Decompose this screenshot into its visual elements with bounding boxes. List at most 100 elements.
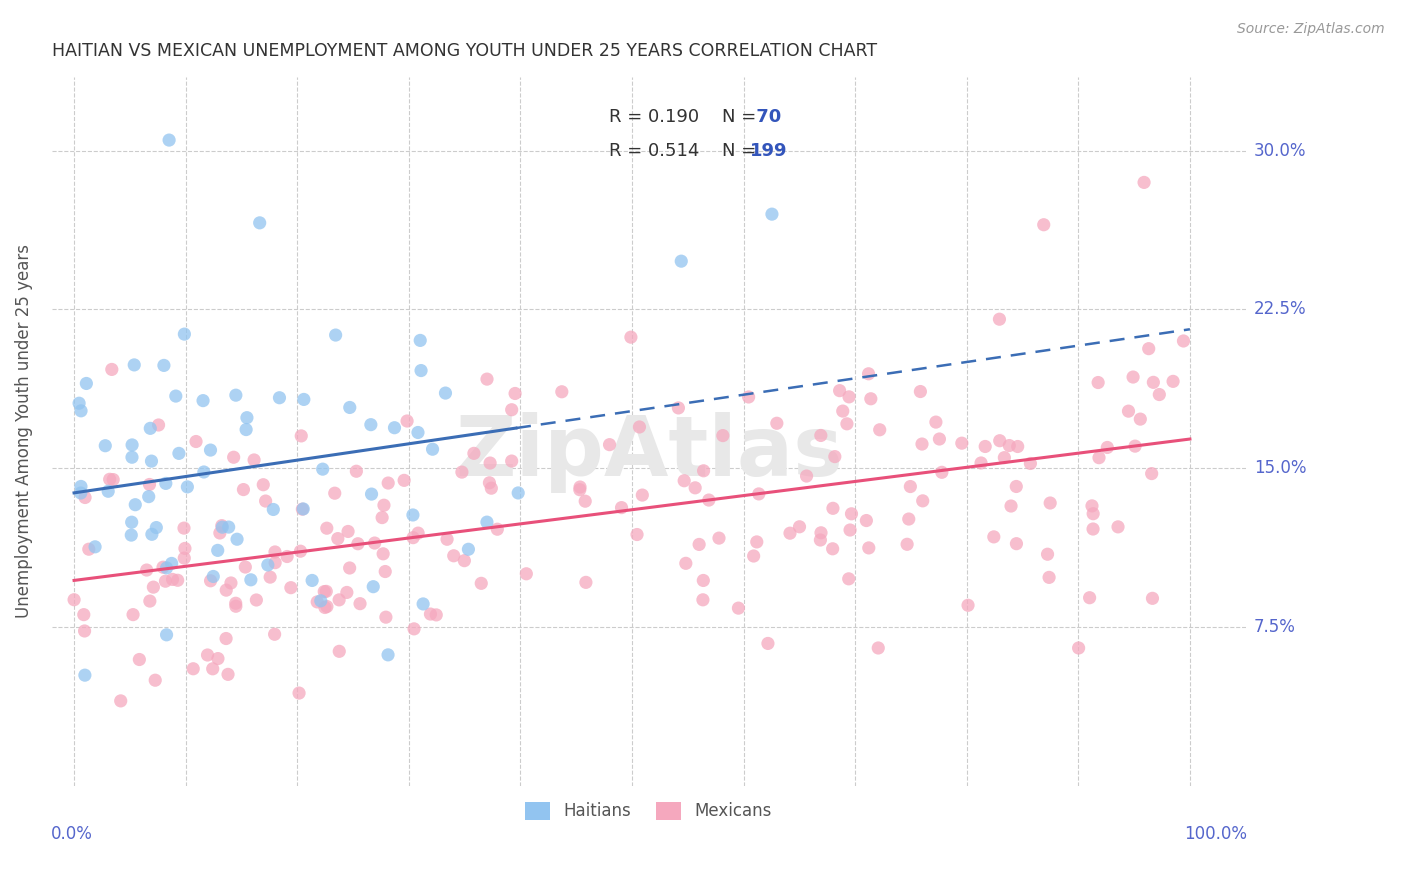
Mexicans bbox=[515, 566, 537, 581]
Mexicans bbox=[796, 469, 818, 483]
Mexicans bbox=[1161, 375, 1184, 389]
Mexicans bbox=[347, 537, 370, 551]
Mexicans bbox=[756, 636, 779, 650]
Mexicans bbox=[858, 541, 880, 555]
Mexicans bbox=[436, 533, 458, 547]
Mexicans bbox=[173, 551, 195, 566]
Text: ZipAtlas: ZipAtlas bbox=[454, 412, 842, 493]
Mexicans bbox=[208, 526, 231, 541]
Mexicans bbox=[276, 549, 298, 564]
Text: 70: 70 bbox=[749, 108, 782, 126]
Mexicans bbox=[339, 561, 361, 575]
Mexicans bbox=[326, 532, 349, 546]
Haitians bbox=[200, 443, 222, 458]
Haitians bbox=[325, 328, 347, 343]
Mexicans bbox=[73, 491, 96, 505]
Mexicans bbox=[831, 404, 853, 418]
Mexicans bbox=[668, 401, 690, 415]
Haitians bbox=[360, 417, 382, 432]
Mexicans bbox=[1007, 440, 1029, 454]
Haitians bbox=[339, 401, 361, 415]
Haitians bbox=[239, 573, 262, 587]
Mexicans bbox=[243, 453, 266, 467]
Haitians bbox=[120, 528, 142, 542]
Mexicans bbox=[1137, 342, 1160, 356]
Haitians bbox=[406, 425, 429, 440]
Mexicans bbox=[392, 474, 415, 488]
Mexicans bbox=[1142, 376, 1164, 390]
Haitians bbox=[138, 490, 160, 504]
Mexicans bbox=[1039, 496, 1062, 510]
Mexicans bbox=[215, 632, 238, 646]
Mexicans bbox=[166, 574, 188, 588]
Haitians bbox=[402, 508, 425, 522]
Mexicans bbox=[745, 535, 768, 549]
Haitians bbox=[73, 668, 96, 682]
Mexicans bbox=[373, 498, 395, 512]
Mexicans bbox=[135, 563, 157, 577]
Mexicans bbox=[463, 446, 485, 460]
Mexicans bbox=[425, 607, 447, 622]
Mexicans bbox=[200, 574, 222, 588]
Haitians bbox=[409, 334, 432, 348]
Mexicans bbox=[316, 599, 339, 614]
Mexicans bbox=[737, 390, 759, 404]
Mexicans bbox=[821, 501, 844, 516]
Text: R = 0.190: R = 0.190 bbox=[609, 108, 699, 126]
Mexicans bbox=[675, 557, 697, 571]
Mexicans bbox=[568, 483, 591, 497]
Mexicans bbox=[211, 518, 233, 533]
Mexicans bbox=[336, 585, 359, 599]
Mexicans bbox=[252, 477, 274, 491]
Haitians bbox=[207, 543, 229, 558]
Haitians bbox=[94, 439, 117, 453]
Haitians bbox=[75, 376, 97, 391]
Mexicans bbox=[225, 596, 247, 610]
Mexicans bbox=[349, 597, 371, 611]
Mexicans bbox=[692, 574, 714, 588]
Mexicans bbox=[1005, 536, 1028, 550]
Mexicans bbox=[288, 686, 311, 700]
Haitians bbox=[761, 207, 783, 221]
Haitians bbox=[121, 515, 143, 529]
Mexicans bbox=[911, 437, 934, 451]
Mexicans bbox=[998, 438, 1021, 452]
Haitians bbox=[157, 133, 180, 147]
Mexicans bbox=[707, 531, 730, 545]
Mexicans bbox=[101, 473, 124, 487]
Mexicans bbox=[478, 475, 501, 490]
Mexicans bbox=[337, 524, 360, 539]
Haitians bbox=[292, 392, 315, 407]
Mexicans bbox=[1019, 457, 1042, 471]
Mexicans bbox=[810, 525, 832, 540]
Mexicans bbox=[122, 607, 145, 622]
Mexicans bbox=[152, 560, 174, 574]
Haitians bbox=[70, 404, 93, 418]
Mexicans bbox=[828, 384, 851, 398]
Mexicans bbox=[911, 493, 934, 508]
Mexicans bbox=[371, 510, 394, 524]
Mexicans bbox=[1087, 376, 1109, 390]
Mexicans bbox=[222, 450, 245, 465]
Haitians bbox=[377, 648, 399, 662]
Mexicans bbox=[98, 472, 121, 486]
Mexicans bbox=[742, 549, 765, 563]
Mexicans bbox=[1142, 591, 1164, 606]
Text: 100.0%: 100.0% bbox=[1184, 824, 1247, 843]
Mexicans bbox=[486, 522, 509, 536]
Mexicans bbox=[233, 560, 256, 574]
Haitians bbox=[141, 454, 163, 468]
Mexicans bbox=[314, 584, 336, 599]
Mexicans bbox=[374, 610, 396, 624]
Mexicans bbox=[697, 493, 720, 508]
Haitians bbox=[235, 423, 257, 437]
Mexicans bbox=[838, 390, 860, 404]
Haitians bbox=[360, 487, 382, 501]
Mexicans bbox=[910, 384, 932, 399]
Mexicans bbox=[1081, 507, 1104, 521]
Mexicans bbox=[1118, 404, 1140, 418]
Mexicans bbox=[328, 644, 350, 658]
Mexicans bbox=[1149, 387, 1171, 401]
Mexicans bbox=[377, 476, 399, 491]
Haitians bbox=[176, 480, 198, 494]
